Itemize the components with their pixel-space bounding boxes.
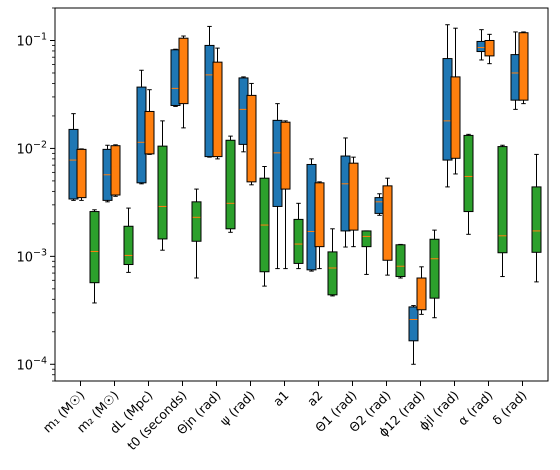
box-iqr <box>225 139 236 230</box>
box-iqr <box>212 61 223 158</box>
y-tick-label: 10−1 <box>16 31 47 49</box>
box-12-series-2 <box>450 27 461 175</box>
box-7-series-2 <box>280 120 291 270</box>
box-iqr <box>280 121 291 190</box>
box-iqr <box>123 225 134 266</box>
box-11-series-2 <box>416 266 427 315</box>
box-iqr <box>531 186 542 253</box>
x-tick-label: α (rad) <box>455 388 496 429</box>
y-axis: 10−4 10−3 10−2 10−1 <box>16 7 55 382</box>
box-iqr <box>518 32 529 101</box>
box-iqr <box>191 201 202 242</box>
box-iqr <box>429 238 440 299</box>
box-10-series-3 <box>395 243 406 279</box>
box-iqr <box>497 146 508 254</box>
box-5-series-3 <box>225 135 236 233</box>
box-6-series-2 <box>246 82 257 186</box>
x-tick-label: δ (rad) <box>489 388 529 428</box>
box-10-series-2 <box>382 177 393 276</box>
x-tick-label: a2 <box>304 388 326 410</box>
box-iqr <box>361 230 372 248</box>
box-iqr <box>89 211 100 284</box>
box-11-series-3 <box>429 229 440 319</box>
box-13-series-2 <box>484 33 495 65</box>
box-14-series-3 <box>531 153 542 283</box>
box-11-series-1 <box>408 305 419 365</box>
box-6-series-3 <box>259 165 270 287</box>
box-1-series-2 <box>76 148 87 201</box>
box-4-series-2 <box>178 35 189 129</box>
axes-frame <box>54 7 549 382</box>
box-3-series-2 <box>144 89 155 155</box>
box-iqr <box>382 185 393 261</box>
plot-area <box>68 24 542 365</box>
y-tick-label: 10−2 <box>16 139 47 157</box>
box-8-series-3 <box>327 228 338 297</box>
box-13-series-3 <box>497 144 508 278</box>
box-iqr <box>157 145 168 240</box>
box-3-series-3 <box>157 120 168 251</box>
box-iqr <box>314 182 325 248</box>
x-axis: m₁ (M☉)m₂ (M☉)dL (Mpc)t0 (seconds)Θjn (r… <box>40 381 530 453</box>
box-14-series-1 <box>510 31 521 110</box>
box-14-series-2 <box>518 31 529 105</box>
box-iqr <box>348 162 359 231</box>
box-12-series-3 <box>463 133 474 235</box>
box-iqr <box>395 244 406 278</box>
box-iqr <box>144 110 155 155</box>
x-tick-label: a1 <box>270 388 292 410</box>
box-7-series-3 <box>293 202 304 270</box>
box-iqr <box>408 306 419 342</box>
box-iqr <box>246 94 257 183</box>
box-1-series-3 <box>89 209 100 304</box>
box-8-series-2 <box>314 181 325 270</box>
box-iqr <box>463 134 474 213</box>
box-9-series-2 <box>348 156 359 248</box>
box-9-series-3 <box>361 230 372 275</box>
box-iqr <box>416 277 427 311</box>
box-13-series-1 <box>476 29 487 61</box>
box-2-series-2 <box>110 144 121 197</box>
box-iqr <box>76 148 87 199</box>
box-4-series-3 <box>191 188 202 279</box>
box-iqr <box>293 218 304 264</box>
box-iqr <box>178 37 189 105</box>
x-tick-label: ψ (rad) <box>217 388 258 429</box>
box-iqr <box>484 39 495 57</box>
box-iqr <box>327 251 338 296</box>
y-tick-label: 10−4 <box>16 355 47 373</box>
box-iqr <box>110 145 121 196</box>
y-tick-label: 10−3 <box>16 247 47 265</box>
box-5-series-2 <box>212 47 223 160</box>
box-iqr <box>450 76 461 159</box>
box-2-series-3 <box>123 207 134 273</box>
